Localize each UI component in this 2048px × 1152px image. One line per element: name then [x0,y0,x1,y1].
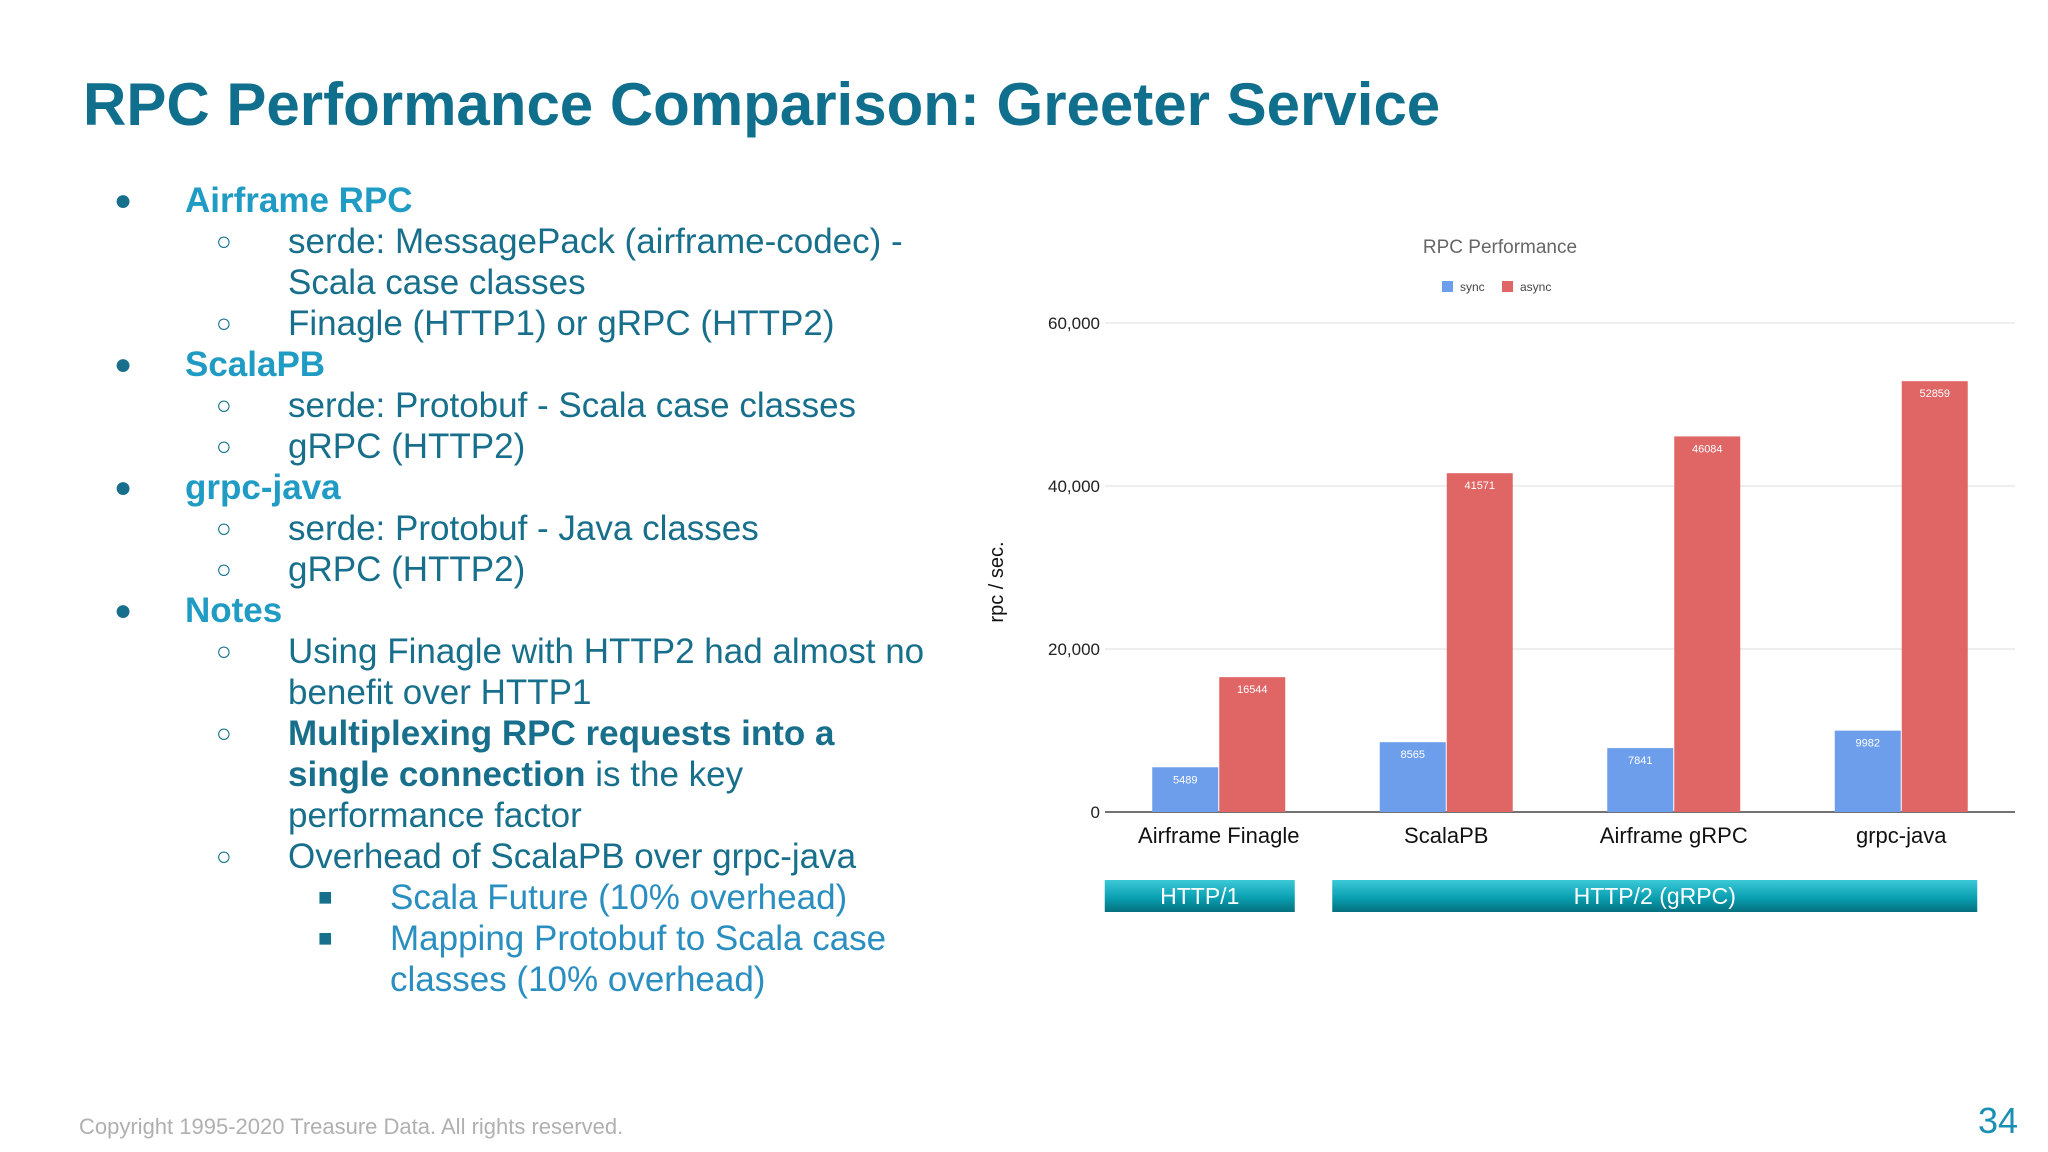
y-tick-label: 0 [1091,803,1100,822]
sub-bullet-marker: ○ [216,226,232,256]
grpc-java-transport: gRPC (HTTP2) [288,550,526,589]
bullet-marker: ● [114,348,133,381]
note1-line2: benefit over HTTP1 [288,673,592,712]
data-label-sync: 5489 [1173,774,1197,786]
bar-async [1219,677,1286,812]
scalapb-transport: gRPC (HTTP2) [288,427,526,466]
legend-label-async: async [1520,280,1551,294]
data-label-async: 52859 [1919,388,1950,400]
bar-sync [1152,767,1219,812]
data-label-async: 41571 [1464,480,1495,492]
sub-sub-bullet-marker: ■ [318,925,333,952]
bar-sync [1379,742,1446,812]
bar-sync [1834,730,1901,812]
page-number: 34 [1978,1100,2019,1141]
y-tick-label: 20,000 [1048,640,1100,659]
copyright-footer: Copyright 1995-2020 Treasure Data. All r… [79,1114,624,1139]
bullet-marker: ● [114,184,133,217]
note2-bold-line1: Multiplexing RPC requests into a [288,714,835,753]
note3-sub2-line2: classes (10% overhead) [390,960,766,999]
sub-bullet-marker: ○ [216,513,232,543]
sub-bullet-marker: ○ [216,841,232,871]
slide-title: RPC Performance Comparison: Greeter Serv… [83,71,1441,138]
bullet-marker: ● [114,471,133,504]
note2-bold-line2: single connection [288,755,586,794]
protocol-group-label: HTTP/2 (gRPC) [1574,883,1736,909]
airframe-serde-line1: serde: MessagePack (airframe-codec) - [288,222,903,261]
grpc-java-serde: serde: Protobuf - Java classes [288,509,759,548]
bullet-notes: Notes [185,591,283,630]
protocol-group-bar [1332,880,1978,912]
bullet-marker: ● [114,594,133,627]
rpc-performance-chart: RPC Performance sync async 0 20,000 40,000 60,… [986,237,2015,912]
y-tick-label: 40,000 [1048,477,1100,496]
note3-sub1: Scala Future (10% overhead) [390,878,848,917]
note2-line3: performance factor [288,796,582,835]
bullet-grpc-java: grpc-java [185,468,341,507]
airframe-serde-line2: Scala case classes [288,263,586,302]
bullet-list: ● Airframe RPC ○ serde: MessagePack (air… [0,0,1000,1060]
sub-sub-bullet-marker: ■ [318,884,333,911]
bar-sync [1607,748,1674,812]
data-label-async: 46084 [1692,443,1723,455]
chart-title: RPC Performance [1423,237,1577,258]
data-label-sync: 7841 [1628,755,1652,767]
bar-async [1446,473,1513,812]
bullet-airframe-rpc: Airframe RPC [185,181,413,220]
legend-label-sync: sync [1460,280,1485,294]
airframe-transport: Finagle (HTTP1) or gRPC (HTTP2) [288,304,835,343]
x-tick-label: grpc-java [1856,823,1947,848]
data-label-sync: 9982 [1856,738,1880,750]
bullet-scalapb: ScalaPB [185,345,326,384]
legend-swatch-async [1502,281,1513,292]
scalapb-serde: serde: Protobuf - Scala case classes [288,386,857,425]
sub-bullet-marker: ○ [216,718,232,748]
sub-bullet-marker: ○ [216,308,232,338]
note3-sub2-line1: Mapping Protobuf to Scala case [390,919,887,958]
x-tick-label: ScalaPB [1404,823,1488,848]
sub-bullet-marker: ○ [216,431,232,461]
note1-line1: Using Finagle with HTTP2 had almost no [288,632,925,671]
x-tick-label: Airframe Finagle [1138,823,1299,848]
protocol-group-bar [1104,880,1295,912]
x-tick-label: Airframe gRPC [1600,823,1748,848]
legend-swatch-sync [1442,281,1453,292]
note2-line2: single connection is the key [288,754,743,795]
sub-bullet-marker: ○ [216,636,232,666]
bar-async [1674,436,1741,812]
data-label-sync: 8565 [1401,749,1425,761]
note2-rest-line2: is the key [585,755,744,794]
bar-async [1901,381,1968,812]
data-label-async: 16544 [1237,684,1268,696]
sub-bullet-marker: ○ [216,390,232,420]
y-axis-label: rpc / sec. [986,541,1008,622]
note3: Overhead of ScalaPB over grpc-java [288,837,857,876]
y-tick-label: 60,000 [1048,314,1100,333]
sub-bullet-marker: ○ [216,554,232,584]
protocol-group-label: HTTP/1 [1160,883,1239,909]
